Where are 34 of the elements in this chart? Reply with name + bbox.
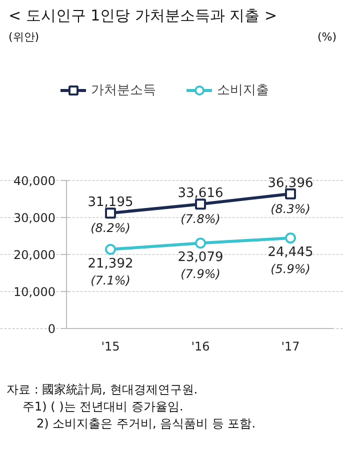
text: 2) 소비지출은 주거비, 음식품비 등 포함.	[36, 416, 256, 430]
point	[195, 238, 206, 249]
text: 자료 : 國家統計局, 현대경제연구원.	[6, 382, 198, 396]
annotation: (8.3%)	[270, 202, 310, 216]
annotation: (7.9%)	[180, 267, 220, 282]
annotation: (7.1%)	[90, 273, 130, 288]
y-tick-label: 30,000	[14, 211, 56, 225]
y-tick-label: 20,000	[14, 248, 56, 262]
data-label: 23,079	[178, 250, 224, 266]
point	[195, 198, 206, 210]
y-tick-label: 10,000	[14, 285, 56, 299]
x-tick-label: '15	[101, 340, 120, 354]
point	[285, 188, 296, 200]
y-tick-label: 40,000	[14, 174, 56, 188]
data-label: 36,396	[268, 176, 314, 191]
annotation: (8.2%)	[90, 221, 130, 236]
legend-label: 가처분소득	[91, 82, 156, 99]
data-label: 24,445	[268, 245, 314, 260]
data-label: 31,195	[88, 195, 134, 210]
annotation: (7.8%)	[180, 212, 220, 226]
x-tick-label: '17	[281, 340, 300, 354]
data-label: 33,616	[178, 186, 224, 202]
point	[105, 244, 116, 255]
point	[285, 232, 296, 244]
annotation: (5.9%)	[270, 262, 310, 276]
text: (위안)	[8, 30, 40, 44]
data-label: 21,392	[88, 256, 134, 272]
legend-label: 소비지출	[217, 82, 269, 99]
text: (%)	[317, 30, 337, 44]
y-tick-label: 0	[48, 322, 56, 336]
text: 주1) ( )는 전년대비 증가율임.	[22, 400, 184, 414]
x-tick-label: '16	[191, 340, 210, 354]
chart-title: < 도시인구 1인당 가처분소득과 지출 >	[8, 6, 278, 24]
point	[105, 208, 116, 219]
